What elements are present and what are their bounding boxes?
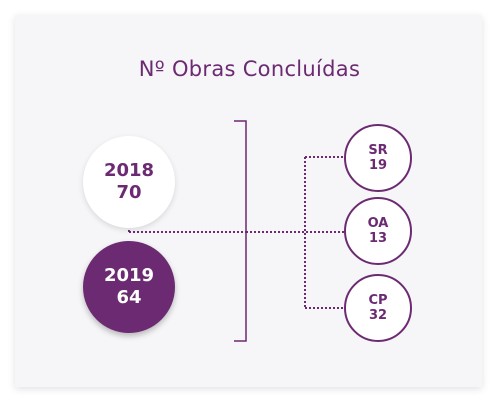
category-code: CP	[368, 293, 388, 308]
year-2019-circle[interactable]: 2019 64	[83, 241, 175, 333]
year-2018-circle[interactable]: 2018 70	[83, 136, 175, 228]
category-value: 19	[368, 158, 388, 173]
year-value: 64	[116, 287, 142, 308]
category-cp-circle[interactable]: CP 32	[344, 274, 412, 342]
category-sr-circle[interactable]: SR 19	[344, 124, 412, 192]
category-code: SR	[368, 143, 388, 158]
category-value: 32	[368, 308, 388, 323]
year-label: 2018	[103, 160, 155, 181]
year-value: 70	[116, 182, 142, 203]
category-value: 13	[368, 231, 388, 246]
bracket	[234, 120, 247, 342]
page-title: Nº Obras Concluídas	[138, 57, 361, 81]
year-label: 2019	[103, 265, 155, 286]
category-code: OA	[367, 216, 389, 231]
category-oa-circle[interactable]: OA 13	[344, 197, 412, 265]
